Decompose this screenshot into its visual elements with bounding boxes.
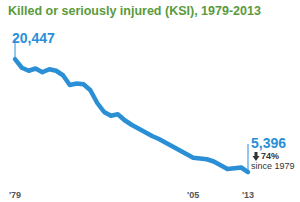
annotation: 74% bbox=[261, 151, 279, 161]
x-tick-label: '13 bbox=[242, 190, 254, 200]
down-arrow bbox=[253, 152, 260, 161]
chart: Killed or seriously injured (KSI), 1979-… bbox=[0, 0, 300, 202]
annotation: since 1979 bbox=[251, 161, 295, 171]
x-tick-label: '05 bbox=[187, 190, 199, 200]
title: Killed or seriously injured (KSI), 1979-… bbox=[8, 4, 261, 18]
data-label: 5,396 bbox=[251, 135, 286, 151]
x-tick-label: '79 bbox=[9, 190, 21, 200]
data-label: 20,447 bbox=[12, 30, 55, 46]
plot-area bbox=[15, 59, 248, 172]
label-connector bbox=[248, 144, 249, 172]
ksi-line bbox=[15, 59, 248, 172]
